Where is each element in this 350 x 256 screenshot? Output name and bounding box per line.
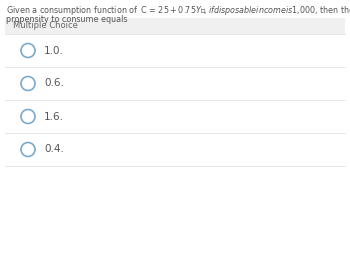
FancyBboxPatch shape: [5, 133, 345, 166]
Text: 1.6.: 1.6.: [44, 112, 64, 122]
FancyBboxPatch shape: [5, 34, 345, 67]
Text: 1.0.: 1.0.: [44, 46, 64, 56]
Circle shape: [21, 77, 35, 91]
Text: Multiple Choice: Multiple Choice: [13, 22, 78, 30]
FancyBboxPatch shape: [5, 100, 345, 133]
FancyBboxPatch shape: [5, 67, 345, 100]
FancyBboxPatch shape: [5, 18, 345, 34]
Circle shape: [21, 143, 35, 156]
Text: Given a consumption function of  C = $25 + 0.75 Y഍, if disposable income is $1,0: Given a consumption function of C = $25 …: [6, 4, 350, 17]
Circle shape: [21, 110, 35, 123]
Text: 0.4.: 0.4.: [44, 144, 64, 155]
Text: propensity to consume equals: propensity to consume equals: [6, 15, 127, 24]
Text: 0.6.: 0.6.: [44, 79, 64, 89]
Circle shape: [21, 44, 35, 58]
